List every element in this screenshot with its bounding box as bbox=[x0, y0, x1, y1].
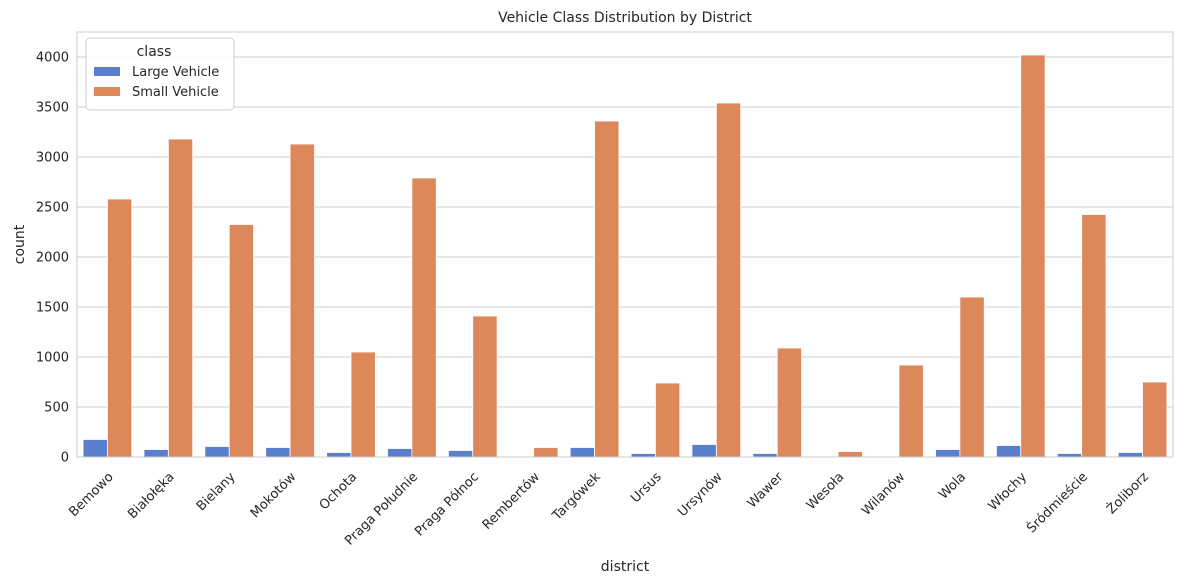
y-ticks: 0 500 1000 1500 2000 2500 3000 3500 4000 bbox=[36, 51, 69, 466]
x-tick-label: Praga Północ bbox=[412, 470, 482, 540]
bar-large-vehicle bbox=[1117, 452, 1143, 458]
bar-large-vehicle bbox=[143, 449, 169, 458]
legend-items: Large Vehicle Small Vehicle bbox=[94, 65, 219, 100]
x-tick-label: Ochota bbox=[317, 470, 361, 514]
y-tick-label: 500 bbox=[44, 401, 69, 416]
bar-small-vehicle bbox=[655, 382, 681, 458]
x-tick-label: Bemowo bbox=[66, 470, 116, 520]
bar-small-vehicle bbox=[1020, 54, 1046, 458]
bar-large-vehicle bbox=[996, 445, 1022, 458]
x-tick-label: Wesoła bbox=[804, 470, 847, 513]
y-axis-label: count bbox=[12, 224, 28, 264]
bar-large-vehicle bbox=[569, 447, 595, 458]
bar-small-vehicle bbox=[837, 451, 863, 458]
bar-small-vehicle bbox=[715, 102, 742, 458]
bar-small-vehicle bbox=[1142, 381, 1168, 458]
legend-swatch bbox=[94, 67, 120, 76]
x-tick-label: Włochy bbox=[986, 469, 1030, 513]
bar-small-vehicle bbox=[289, 143, 315, 458]
legend-swatch bbox=[94, 87, 120, 96]
x-tick-label: Rembertów bbox=[480, 469, 543, 532]
legend-label: Small Vehicle bbox=[132, 85, 219, 100]
x-tick-label: Wawer bbox=[745, 469, 787, 511]
bars-layer bbox=[82, 54, 1168, 458]
x-tick-label: Targówek bbox=[549, 469, 604, 524]
bar-large-vehicle bbox=[265, 447, 291, 458]
bar-small-vehicle bbox=[898, 364, 924, 458]
bar-large-vehicle bbox=[630, 453, 656, 458]
bar-large-vehicle bbox=[752, 453, 778, 458]
legend: class Large Vehicle Small Vehicle bbox=[85, 37, 235, 111]
y-tick-label: 4000 bbox=[36, 51, 69, 66]
grid-layer bbox=[77, 56, 1173, 458]
bar-large-vehicle bbox=[935, 449, 961, 458]
bar-small-vehicle bbox=[472, 315, 498, 458]
y-tick-label: 2500 bbox=[36, 201, 69, 216]
x-tick-label: Żoliborz bbox=[1103, 469, 1152, 518]
bar-small-vehicle bbox=[1081, 214, 1107, 458]
legend-label: Large Vehicle bbox=[132, 65, 219, 80]
bar-small-vehicle bbox=[350, 351, 376, 458]
chart-title: Vehicle Class Distribution by District bbox=[498, 10, 752, 26]
bar-small-vehicle bbox=[228, 224, 254, 458]
bar-small-vehicle bbox=[533, 447, 559, 458]
x-tick-label: Mokotów bbox=[248, 469, 300, 521]
x-tick-label: Wilanów bbox=[859, 469, 908, 518]
x-axis-label: district bbox=[601, 559, 650, 575]
y-tick-label: 3000 bbox=[36, 151, 69, 166]
y-tick-label: 1500 bbox=[36, 301, 69, 316]
bar-small-vehicle bbox=[776, 347, 802, 458]
y-tick-label: 1000 bbox=[36, 351, 69, 366]
plot-frame bbox=[76, 31, 1174, 458]
bar-small-vehicle bbox=[959, 296, 985, 458]
legend-box bbox=[85, 37, 235, 111]
bar-small-vehicle bbox=[167, 138, 194, 458]
x-tick-label: Ursus bbox=[628, 470, 665, 507]
bar-large-vehicle bbox=[448, 450, 474, 458]
x-ticks: Bemowo Białołęka Bielany Mokotów Ochota Praga… bbox=[66, 469, 1152, 549]
bar-small-vehicle bbox=[594, 120, 620, 458]
bar-large-vehicle bbox=[204, 446, 230, 458]
bar-large-vehicle bbox=[1056, 453, 1083, 458]
y-tick-label: 0 bbox=[61, 451, 69, 466]
x-tick-label: Śródmieście bbox=[1024, 469, 1091, 536]
legend-title: class bbox=[137, 44, 172, 60]
x-tick-label: Bielany bbox=[194, 469, 239, 514]
x-tick-label: Białołęka bbox=[125, 470, 177, 522]
bar-small-vehicle bbox=[107, 198, 133, 458]
bar-large-vehicle bbox=[326, 452, 352, 458]
bar-large-vehicle bbox=[691, 444, 717, 458]
bar-large-vehicle bbox=[387, 448, 413, 458]
x-tick-label: Wola bbox=[936, 470, 969, 503]
y-tick-label: 2000 bbox=[36, 251, 69, 266]
y-tick-label: 3500 bbox=[36, 101, 69, 116]
bar-small-vehicle bbox=[411, 177, 437, 458]
bar-large-vehicle bbox=[82, 439, 108, 458]
x-tick-label: Ursynów bbox=[675, 469, 726, 520]
